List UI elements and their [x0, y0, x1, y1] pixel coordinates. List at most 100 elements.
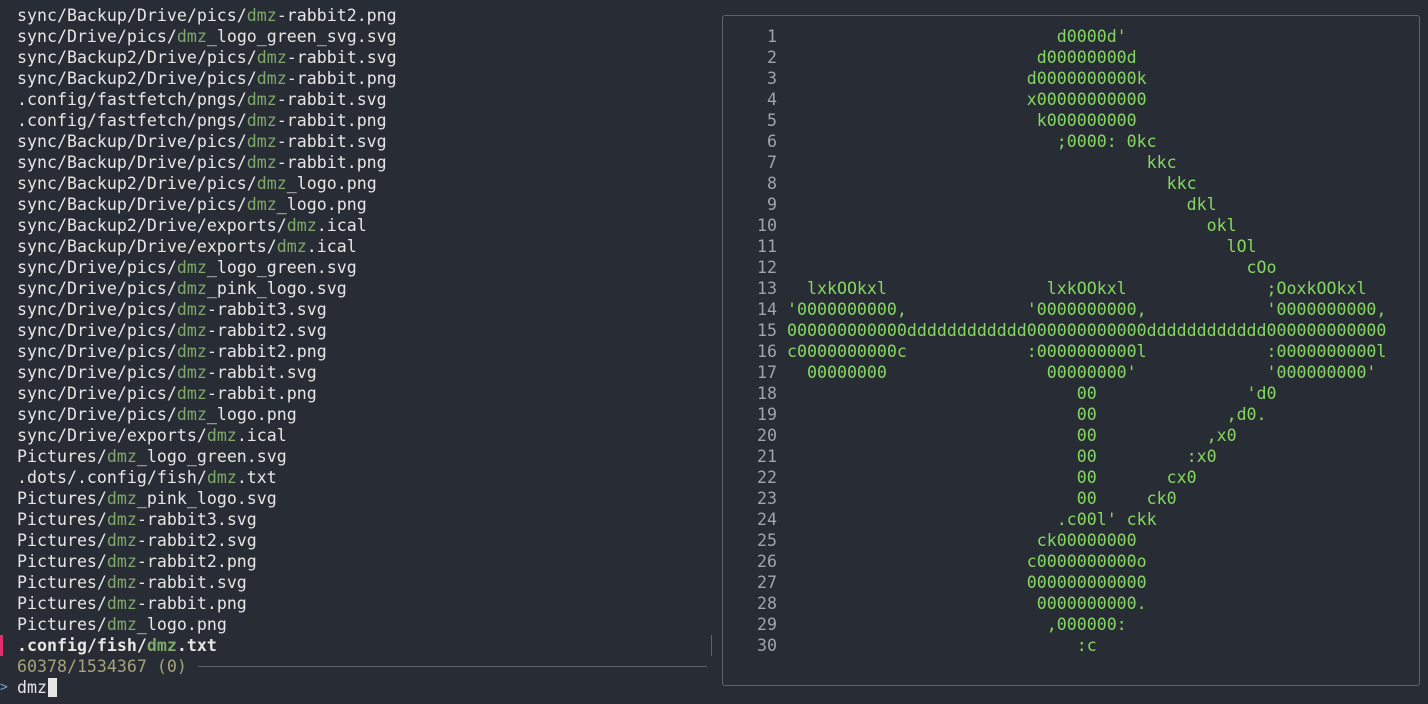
- ascii-line: 00 ck0: [787, 489, 1177, 508]
- ascii-line: kkc: [787, 153, 1177, 172]
- path: sync/Backup/Drive/pics/: [17, 6, 247, 25]
- match: dmz: [106, 552, 137, 571]
- ascii-line: okl: [787, 216, 1237, 235]
- result-item[interactable]: sync/Drive/pics/dmz-rabbit2.svg: [17, 320, 327, 341]
- path: sync/Backup2/Drive/exports/: [17, 216, 287, 235]
- result-item[interactable]: sync/Backup/Drive/pics/dmz-rabbit.svg: [17, 131, 387, 152]
- path: .ical: [316, 216, 367, 235]
- result-item[interactable]: Pictures/dmz_logo_green.svg: [17, 446, 287, 467]
- result-item[interactable]: sync/Drive/pics/dmz-rabbit.svg: [17, 362, 317, 383]
- path: sync/Drive/pics/: [17, 300, 177, 319]
- result-item[interactable]: sync/Drive/pics/dmz_logo.png: [17, 404, 297, 425]
- path: Pictures/: [17, 510, 107, 529]
- ascii-line: 00 :x0: [787, 447, 1217, 466]
- path: -rabbit2.svg: [206, 321, 327, 340]
- result-item[interactable]: sync/Drive/pics/dmz-rabbit2.png: [17, 341, 327, 362]
- match: dmz: [106, 510, 137, 529]
- path: sync/Drive/pics/: [17, 384, 177, 403]
- path: -rabbit3.svg: [206, 300, 327, 319]
- result-item[interactable]: Pictures/dmz-rabbit3.svg: [17, 509, 257, 530]
- result-item[interactable]: .dots/.config/fish/dmz.txt: [17, 467, 277, 488]
- path: -rabbit.svg: [206, 363, 317, 382]
- query-input[interactable]: dmz: [17, 678, 47, 697]
- result-item[interactable]: sync/Backup/Drive/exports/dmz.ical: [17, 236, 357, 257]
- result-item[interactable]: sync/Backup2/Drive/pics/dmz_logo.png: [17, 173, 377, 194]
- path: -rabbit.png: [276, 153, 387, 172]
- path: _pink_logo.svg: [206, 279, 347, 298]
- path: -rabbit.svg: [136, 573, 247, 592]
- path: sync/Backup/Drive/exports/: [17, 237, 277, 256]
- path: sync/Backup2/Drive/pics/: [17, 69, 257, 88]
- path: Pictures/: [17, 615, 107, 634]
- line-number: 23: [757, 489, 777, 508]
- result-item[interactable]: sync/Backup2/Drive/pics/dmz-rabbit.svg: [17, 47, 397, 68]
- ascii-line: ,000000:: [787, 615, 1127, 634]
- match: dmz: [176, 279, 207, 298]
- line-number: 14: [757, 300, 777, 319]
- path: sync/Drive/pics/: [17, 258, 177, 277]
- line-number: 17: [757, 363, 777, 382]
- match: dmz: [106, 489, 137, 508]
- line-number: 24: [757, 510, 777, 529]
- line-number: 6: [767, 132, 777, 151]
- match: dmz: [176, 384, 207, 403]
- result-item[interactable]: sync/Backup/Drive/pics/dmz-rabbit.png: [17, 152, 387, 173]
- line-number: 1: [767, 27, 777, 46]
- result-item[interactable]: sync/Drive/pics/dmz-rabbit3.svg: [17, 299, 327, 320]
- result-item[interactable]: sync/Drive/pics/dmz-rabbit.png: [17, 383, 317, 404]
- path: -rabbit2.png: [276, 6, 397, 25]
- path: -rabbit.svg: [286, 48, 397, 67]
- result-item[interactable]: Pictures/dmz_logo.png: [17, 614, 227, 635]
- result-item[interactable]: sync/Backup/Drive/pics/dmz-rabbit2.png: [17, 5, 397, 26]
- result-item[interactable]: sync/Backup2/Drive/pics/dmz-rabbit.png: [17, 68, 397, 89]
- path: .ical: [306, 237, 357, 256]
- match: dmz: [176, 321, 207, 340]
- path: sync/Backup2/Drive/pics/: [17, 48, 257, 67]
- path: sync/Drive/pics/: [17, 321, 177, 340]
- path: -rabbit2.png: [136, 552, 257, 571]
- result-item[interactable]: sync/Drive/pics/dmz_pink_logo.svg: [17, 278, 347, 299]
- result-item[interactable]: .config/fastfetch/pngs/dmz-rabbit.svg: [17, 89, 387, 110]
- line-number: 11: [757, 237, 777, 256]
- line-number: 12: [757, 258, 777, 277]
- result-item[interactable]: Pictures/dmz-rabbit2.svg: [17, 530, 257, 551]
- path: sync/Backup/Drive/pics/: [17, 153, 247, 172]
- path: _logo_green.svg: [206, 258, 357, 277]
- ascii-line: c0000000000o: [787, 552, 1147, 571]
- line-number: 3: [767, 69, 777, 88]
- line-number: 16: [757, 342, 777, 361]
- line-number: 20: [757, 426, 777, 445]
- ascii-line: 00 ,d0.: [787, 405, 1267, 424]
- result-item[interactable]: Pictures/dmz-rabbit2.png: [17, 551, 257, 572]
- line-number: 30: [757, 636, 777, 655]
- path: -rabbit3.svg: [136, 510, 257, 529]
- selection-marker: [0, 635, 3, 656]
- result-item[interactable]: sync/Drive/exports/dmz.ical: [17, 425, 287, 446]
- path: sync/Backup/Drive/pics/: [17, 195, 247, 214]
- ascii-line: 0000000000.: [787, 594, 1147, 613]
- result-item[interactable]: sync/Drive/pics/dmz_logo_green_svg.svg: [17, 26, 397, 47]
- line-number: 8: [767, 174, 777, 193]
- path: -rabbit2.png: [206, 342, 327, 361]
- result-item[interactable]: Pictures/dmz_pink_logo.svg: [17, 488, 277, 509]
- match: dmz: [176, 405, 207, 424]
- result-item[interactable]: Pictures/dmz-rabbit.svg: [17, 572, 247, 593]
- ascii-line: 000000000000: [787, 573, 1147, 592]
- line-number: 22: [757, 468, 777, 487]
- path: _logo.png: [276, 195, 367, 214]
- line-number: 27: [757, 573, 777, 592]
- match: dmz: [206, 426, 237, 445]
- result-item[interactable]: sync/Backup2/Drive/exports/dmz.ical: [17, 215, 367, 236]
- match: dmz: [106, 447, 137, 466]
- match: dmz: [246, 153, 277, 172]
- result-item[interactable]: Pictures/dmz-rabbit.png: [17, 593, 247, 614]
- ascii-line: lxkOOkxl lxkOOkxl ;OoxkOOkxl: [787, 279, 1367, 298]
- path: _pink_logo.svg: [136, 489, 277, 508]
- result-item[interactable]: sync/Backup/Drive/pics/dmz_logo.png: [17, 194, 367, 215]
- selected-item[interactable]: .config/fish/dmz.txt: [17, 635, 217, 656]
- result-item[interactable]: sync/Drive/pics/dmz_logo_green.svg: [17, 257, 357, 278]
- path: _logo_green.svg: [136, 447, 287, 466]
- result-item[interactable]: .config/fastfetch/pngs/dmz-rabbit.png: [17, 110, 387, 131]
- ascii-line: kkc: [787, 174, 1197, 193]
